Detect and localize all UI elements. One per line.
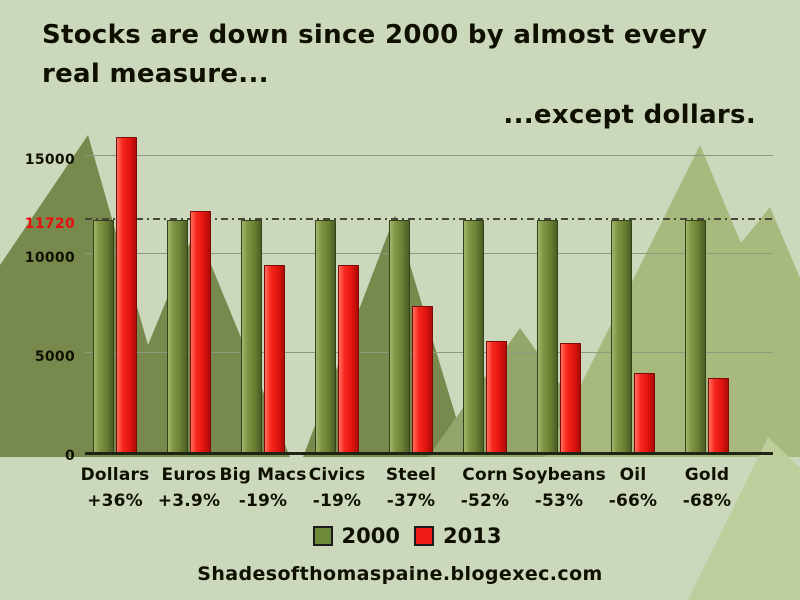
legend-swatch-2013 [414,526,434,546]
chart-title-line2: real measure... [42,59,269,89]
gridline [85,253,773,254]
y-axis-tick-label: 15000 [24,152,75,168]
category-name: Soybeans [512,465,606,485]
bar-2000-oil [611,220,632,452]
chart-title-line1: Stocks are down since 2000 by almost eve… [42,20,708,50]
category-label-gold: Gold -68% [659,462,755,514]
bar-group-soybeans [537,220,581,452]
bar-2013-civics [338,265,359,452]
x-axis-labels: Dollars +36% Euros +3.9% Big Macs -19% Civics -… [0,462,800,522]
y-axis-tick-label: 10000 [24,250,75,266]
bar-2000-steel [389,220,410,452]
chart-title: Stocks are down since 2000 by almost eve… [42,16,707,94]
bar-2000-big-macs [241,220,262,452]
bar-2013-oil [634,373,655,452]
category-label-euros: Euros +3.9% [141,462,237,514]
category-label-soybeans: Soybeans -53% [511,462,607,514]
mountain-shape [688,437,800,600]
site-url-text: Shadesofthomaspaine.blogexec.com [197,563,603,585]
mountain-shape [0,135,290,457]
category-label-oil: Oil -66% [585,462,681,514]
bar-group-oil [611,220,655,452]
category-name: Big Macs [219,465,307,485]
category-change-percent: -37% [386,491,436,511]
category-label-corn: Corn -52% [437,462,533,514]
category-change-percent: -53% [534,491,584,511]
gridline [85,155,773,156]
category-change-percent: -52% [460,491,510,511]
bar-2000-dollars [93,220,114,452]
bar-group-steel [389,220,433,452]
bar-2013-gold [708,378,729,452]
category-label-big-macs: Big Macs -19% [215,462,311,514]
category-change-percent: -66% [608,491,658,511]
category-name: Gold [684,465,730,485]
bar-2000-corn [463,220,484,452]
bar-group-gold [685,220,729,452]
reference-line-11720 [85,218,773,220]
category-name: Corn [462,465,508,485]
bar-group-euros [167,211,211,452]
category-change-percent: +3.9% [157,491,221,511]
bar-2013-dollars [116,137,137,452]
legend-label-2000: 2000 [341,524,400,548]
bar-2013-soybeans [560,343,581,452]
category-change-percent: +36% [87,491,143,511]
y-axis-tick-label: 5000 [34,349,75,365]
category-label-steel: Steel -37% [363,462,459,514]
bar-2013-steel [412,306,433,452]
bar-2013-euros [190,211,211,452]
bar-2013-corn [486,341,507,452]
category-name: Dollars [80,465,150,485]
reference-line-label: 11720 [24,216,75,232]
bar-group-big-macs [241,220,285,452]
bar-group-corn [463,220,507,452]
bar-2000-soybeans [537,220,558,452]
bar-2000-civics [315,220,336,452]
category-change-percent: -68% [682,491,732,511]
chart-legend: 2000 2013 [0,524,800,548]
y-axis-tick-label: 0 [64,448,75,464]
bar-group-dollars [93,137,137,452]
category-name: Civics [308,465,366,485]
category-change-percent: -19% [238,491,288,511]
category-name: Steel [385,465,437,485]
category-label-civics: Civics -19% [289,462,385,514]
bar-2000-euros [167,220,188,452]
chart-subtitle: ...except dollars. [503,100,756,130]
category-label-dollars: Dollars +36% [67,462,163,514]
category-change-percent: -19% [312,491,362,511]
legend-label-2013: 2013 [443,524,502,548]
category-name: Euros [161,465,217,485]
bar-group-civics [315,220,359,452]
bar-chart-plot-area [85,135,773,455]
y-axis: 0 5000 10000 15000 11720 [0,135,80,464]
category-name: Oil [619,465,647,485]
legend-swatch-2000 [312,526,333,546]
bar-2000-gold [685,220,706,452]
mountain-shape [545,145,800,457]
bar-2013-big-macs [264,265,285,452]
